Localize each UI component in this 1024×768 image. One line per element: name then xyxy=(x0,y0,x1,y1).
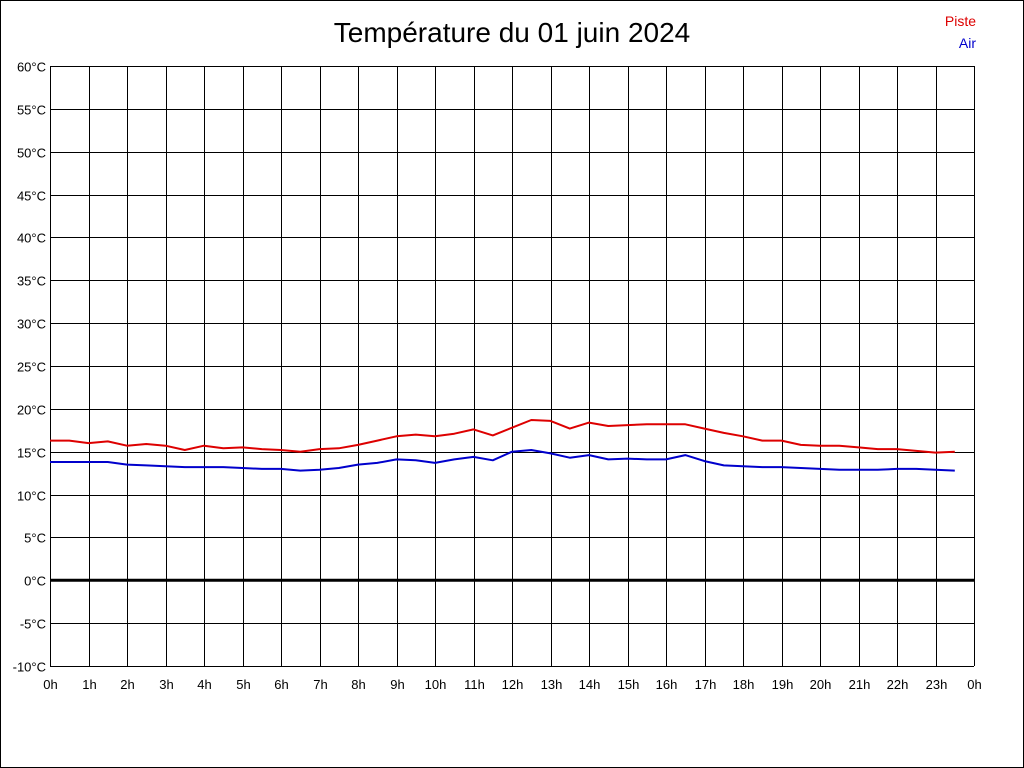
y-tick-label: 30°C xyxy=(17,317,46,332)
y-tick-label: 45°C xyxy=(17,189,46,204)
x-tick-label: 14h xyxy=(579,677,601,692)
x-tick-label: 20h xyxy=(810,677,832,692)
x-tick-label: 0h xyxy=(43,677,57,692)
x-tick-label: 12h xyxy=(502,677,524,692)
y-tick-label: -10°C xyxy=(13,660,46,675)
y-tick-label: 5°C xyxy=(24,531,46,546)
y-tick-label: 50°C xyxy=(17,146,46,161)
x-tick-label: 13h xyxy=(541,677,563,692)
x-tick-label: 11h xyxy=(464,677,485,692)
x-tick-label: 21h xyxy=(849,677,871,692)
x-tick-label: 8h xyxy=(351,677,365,692)
y-tick-label: -5°C xyxy=(20,617,46,632)
x-tick-label: 6h xyxy=(274,677,288,692)
x-tick-label: 5h xyxy=(236,677,250,692)
y-tick-label: 10°C xyxy=(17,489,46,504)
x-tick-label: 10h xyxy=(425,677,447,692)
x-tick-label: 22h xyxy=(887,677,909,692)
x-tick-label: 1h xyxy=(82,677,96,692)
x-tick-label: 9h xyxy=(390,677,404,692)
legend-air: Air xyxy=(958,35,976,51)
y-tick-label: 25°C xyxy=(17,360,46,375)
y-tick-label: 55°C xyxy=(17,103,46,118)
piste-series-line xyxy=(50,419,955,454)
x-tick-label: 16h xyxy=(656,677,678,692)
x-tick-label: 2h xyxy=(120,677,134,692)
y-tick-label: 40°C xyxy=(17,231,46,246)
x-tick-label: 19h xyxy=(772,677,794,692)
y-tick-label: 15°C xyxy=(17,446,46,461)
x-tick-label: 3h xyxy=(159,677,173,692)
y-tick-label: 60°C xyxy=(17,60,46,75)
y-tick-label: 35°C xyxy=(17,274,46,289)
x-tick-label: 23h xyxy=(926,677,948,692)
x-tick-label: 7h xyxy=(313,677,327,692)
y-tick-label: 0°C xyxy=(24,574,46,589)
x-tick-label: 17h xyxy=(695,677,717,692)
chart-title: Température du 01 juin 2024 xyxy=(333,17,691,48)
legend-piste: Piste xyxy=(944,13,976,29)
x-tick-label: 15h xyxy=(618,677,640,692)
x-tick-label: 18h xyxy=(733,677,755,692)
x-tick-label: 0h xyxy=(967,677,981,692)
air-series-line xyxy=(50,449,955,472)
x-tick-label: 4h xyxy=(197,677,211,692)
y-tick-label: 20°C xyxy=(17,403,46,418)
